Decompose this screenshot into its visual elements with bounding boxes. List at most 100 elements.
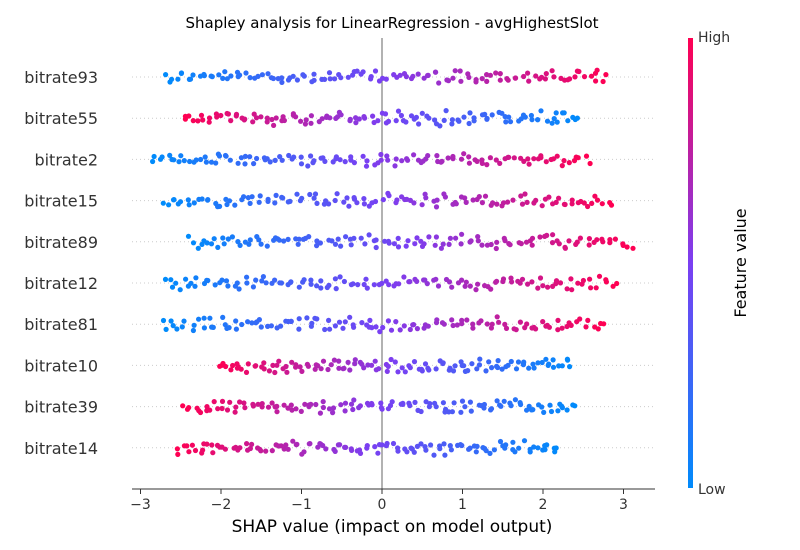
- point-bitrate55: [398, 112, 404, 119]
- point-bitrate89: [190, 240, 197, 246]
- point-bitrate89: [264, 243, 270, 249]
- point-bitrate10: [369, 362, 375, 368]
- point-bitrate39: [227, 399, 233, 405]
- point-bitrate15: [594, 197, 601, 203]
- point-bitrate2: [479, 160, 485, 166]
- point-bitrate81: [414, 326, 420, 332]
- point-bitrate12: [553, 281, 559, 287]
- point-bitrate89: [220, 235, 226, 241]
- point-bitrate89: [586, 242, 592, 248]
- feature-label-bitrate89: bitrate89: [24, 233, 98, 252]
- point-bitrate14: [535, 445, 541, 451]
- x-tick-label: −3: [130, 497, 151, 513]
- point-bitrate15: [490, 200, 496, 206]
- point-bitrate14: [269, 448, 275, 454]
- point-bitrate39: [389, 399, 395, 405]
- point-bitrate89: [247, 237, 253, 243]
- point-bitrate14: [200, 447, 206, 453]
- point-bitrate10: [515, 359, 522, 365]
- point-bitrate12: [569, 287, 575, 293]
- point-bitrate39: [541, 409, 547, 415]
- point-bitrate15: [205, 197, 211, 203]
- point-bitrate55: [258, 114, 264, 120]
- point-bitrate10: [545, 362, 551, 368]
- point-bitrate15: [479, 200, 485, 206]
- point-bitrate81: [470, 325, 476, 331]
- point-bitrate81: [577, 316, 583, 322]
- point-bitrate81: [249, 320, 255, 326]
- point-bitrate39: [320, 399, 326, 405]
- point-bitrate55: [441, 117, 447, 123]
- point-bitrate81: [340, 325, 346, 331]
- point-bitrate12: [272, 277, 278, 283]
- feature-label-bitrate2: bitrate2: [34, 150, 98, 169]
- point-bitrate39: [308, 401, 314, 407]
- point-bitrate12: [361, 281, 367, 288]
- point-bitrate10: [452, 363, 458, 369]
- point-bitrate55: [327, 115, 333, 121]
- point-bitrate15: [385, 190, 391, 196]
- point-bitrate10: [318, 366, 324, 372]
- point-bitrate55: [375, 118, 381, 124]
- point-bitrate2: [392, 163, 398, 169]
- point-bitrate10: [564, 356, 571, 362]
- point-bitrate55: [528, 112, 535, 119]
- point-bitrate81: [533, 326, 539, 332]
- point-bitrate15: [311, 195, 317, 201]
- point-bitrate55: [393, 118, 399, 124]
- feature-label-bitrate14: bitrate14: [24, 439, 98, 458]
- point-bitrate2: [342, 159, 348, 165]
- point-bitrate81: [304, 315, 310, 321]
- point-bitrate15: [307, 191, 313, 198]
- point-bitrate39: [385, 406, 391, 412]
- point-bitrate10: [297, 364, 303, 370]
- point-bitrate14: [192, 447, 199, 454]
- point-bitrate10: [336, 358, 342, 364]
- point-bitrate39: [317, 410, 323, 416]
- point-bitrate89: [332, 241, 339, 247]
- point-bitrate81: [245, 319, 251, 325]
- point-bitrate39: [412, 399, 418, 405]
- point-bitrate89: [314, 243, 320, 249]
- point-bitrate2: [198, 156, 204, 163]
- point-bitrate55: [395, 108, 402, 114]
- point-bitrate12: [580, 277, 587, 284]
- point-bitrate93: [354, 68, 360, 74]
- point-bitrate10: [426, 367, 432, 373]
- x-tick-label: −1: [291, 497, 312, 513]
- point-bitrate15: [314, 200, 320, 206]
- point-bitrate2: [493, 157, 499, 163]
- point-bitrate10: [476, 362, 483, 368]
- point-bitrate15: [257, 193, 263, 199]
- point-bitrate81: [470, 321, 476, 327]
- point-bitrate10: [261, 366, 267, 372]
- point-bitrate93: [533, 73, 539, 79]
- point-bitrate15: [177, 199, 184, 205]
- point-bitrate93: [415, 71, 421, 77]
- point-bitrate15: [519, 201, 526, 207]
- point-bitrate14: [467, 445, 473, 451]
- point-bitrate15: [226, 198, 233, 204]
- point-bitrate81: [583, 324, 589, 330]
- point-bitrate55: [293, 114, 299, 120]
- point-bitrate12: [473, 287, 479, 293]
- point-bitrate15: [287, 198, 293, 204]
- point-bitrate39: [265, 404, 272, 410]
- point-bitrate2: [178, 153, 184, 159]
- point-bitrate12: [205, 277, 211, 284]
- point-bitrate14: [281, 446, 287, 452]
- point-bitrate93: [513, 75, 519, 81]
- point-bitrate55: [449, 121, 455, 127]
- point-bitrate55: [338, 112, 344, 118]
- point-bitrate39: [564, 407, 570, 413]
- point-bitrate39: [326, 406, 333, 412]
- feature-label-bitrate15: bitrate15: [24, 192, 98, 211]
- point-bitrate89: [612, 236, 619, 242]
- point-bitrate81: [407, 326, 413, 333]
- point-bitrate81: [555, 317, 561, 323]
- point-bitrate55: [356, 116, 362, 122]
- point-bitrate55: [250, 119, 256, 125]
- point-bitrate81: [179, 324, 185, 330]
- point-bitrate12: [568, 276, 574, 282]
- point-bitrate89: [453, 235, 459, 241]
